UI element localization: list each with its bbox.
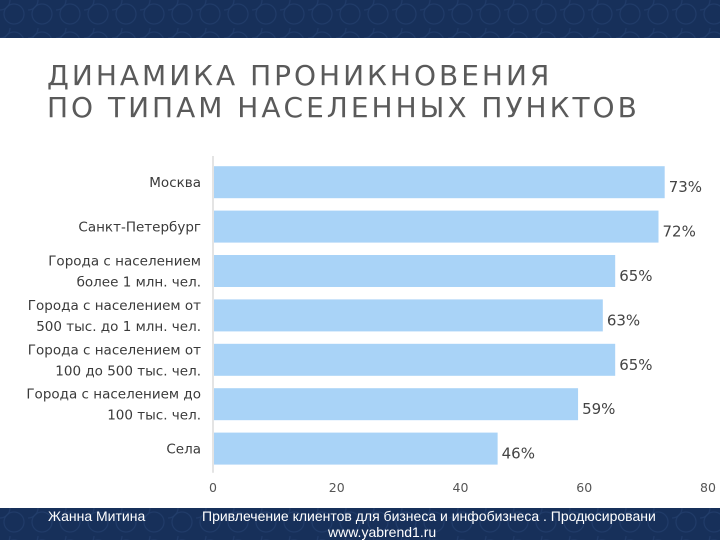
bar-4 [214,299,603,332]
bar-chart: 73% Москва 72% Санкт-Петербург 65% Города с н… [26,156,716,495]
category-label-6-line-1: Города с населением до [26,387,201,403]
category-label-4-line-1: Города с населением от [28,298,201,314]
title-line-1: ДИНАМИКА ПРОНИКНОВЕНИЯ [47,59,553,92]
top-pattern [0,0,720,38]
category-label-5-line-1: Города с населением от [28,342,201,358]
slide-title: ДИНАМИКА ПРОНИКНОВЕНИЯ ПО ТИПАМ НАСЕЛЕНН… [47,60,640,124]
data-label-7: 46% [502,445,535,463]
x-tick-label-40: 40 [453,480,469,495]
data-label-6: 59% [582,400,615,418]
category-label-2: Санкт-Петербург [78,220,201,236]
data-label-5: 65% [619,356,652,374]
x-tick-label-60: 60 [576,480,592,495]
slide: ДИНАМИКА ПРОНИКНОВЕНИЯ ПО ТИПАМ НАСЕЛЕНН… [0,38,720,508]
data-label-3: 65% [619,267,652,285]
bottom-pattern [0,508,720,540]
footer-author: Жанна Митина [48,508,146,524]
bar-6 [214,388,579,421]
data-label-1: 73% [669,178,702,196]
category-label-1: Москва [149,175,201,191]
title-line-2: ПО ТИПАМ НАСЕЛЕННЫХ ПУНКТОВ [47,91,640,124]
bar-1 [214,166,665,199]
x-tick-label-80: 80 [700,480,716,495]
bar-7 [214,432,498,465]
data-label-2: 72% [663,223,696,241]
bar-3 [214,255,616,287]
bar-5 [214,343,616,376]
category-label-7: Села [166,442,201,458]
bar-2 [214,210,659,243]
footer-course-title: Привлечение клиентов для бизнеса и инфоб… [202,508,656,524]
data-label-4: 63% [607,311,640,329]
footer-url: www.yabrend1.ru [328,524,437,540]
footer: Жанна Митина Привлечение клиентов для би… [0,508,720,540]
x-tick-label-20: 20 [329,480,345,495]
category-label-3-line-1: Города с населением [48,254,201,270]
category-label-4-line-2: 500 тыс. до 1 млн. чел. [36,319,201,335]
footer-course: Привлечение клиентов для бизнеса и инфоб… [202,508,720,540]
x-tick-label-0: 0 [209,480,217,495]
category-label-3-line-2: более 1 млн. чел. [77,275,201,291]
category-label-5-line-2: 100 до 500 тыс. чел. [55,363,201,379]
category-label-6-line-2: 100 тыс. чел. [107,408,201,424]
